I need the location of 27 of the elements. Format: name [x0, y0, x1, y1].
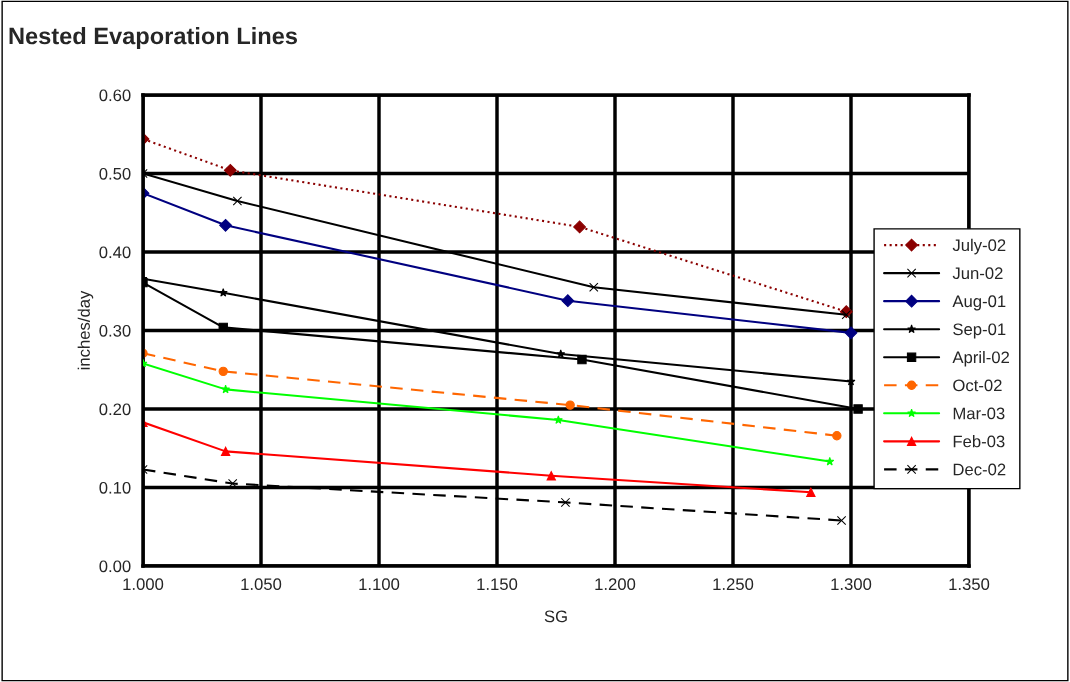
x-tick-label: 1.150 — [477, 578, 518, 591]
x-tick-label: 1.350 — [949, 578, 990, 591]
y-tick-label: 0.10 — [99, 481, 131, 494]
y-axis-title: inches/day — [77, 290, 94, 370]
legend-label: April-02 — [952, 350, 1010, 367]
chart-title: Nested Evaporation Lines — [9, 27, 297, 49]
y-tick-label: 0.60 — [99, 89, 131, 102]
x-tick-label: 1.250 — [713, 578, 754, 591]
legend-label: Aug-01 — [952, 295, 1006, 311]
legend-label: July-02 — [952, 238, 1006, 255]
legend-label: Sep-01 — [953, 323, 1006, 339]
y-tick-label: 0.00 — [99, 560, 131, 573]
x-tick-label: 1.200 — [595, 578, 636, 591]
x-tick-label: 1.000 — [123, 578, 164, 591]
legend-label: Mar-03 — [953, 407, 1005, 420]
x-tick-label: 1.050 — [241, 578, 282, 591]
x-axis-title: SG — [544, 610, 567, 623]
legend-label: Oct-02 — [953, 379, 1002, 392]
legend-label: Dec-02 — [953, 463, 1006, 476]
legend-label: Jun-02 — [952, 267, 1003, 280]
y-tick-label: 0.50 — [99, 167, 131, 180]
y-tick-label: 0.40 — [99, 246, 131, 259]
x-tick-label: 1.100 — [359, 578, 400, 591]
y-tick-label: 0.30 — [99, 324, 131, 337]
y-tick-label: 0.20 — [99, 403, 131, 416]
x-tick-label: 1.300 — [831, 578, 872, 591]
legend-label: Feb-03 — [953, 435, 1005, 448]
